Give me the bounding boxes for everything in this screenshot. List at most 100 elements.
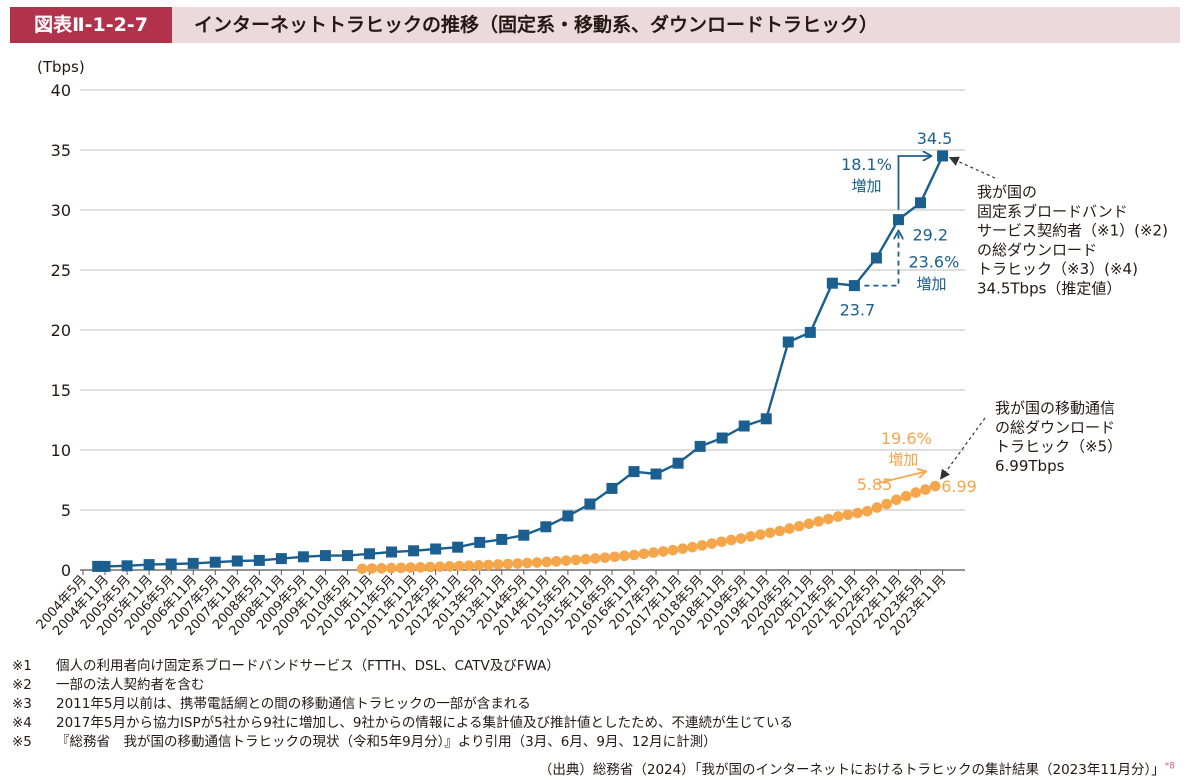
mobile-data-point — [764, 527, 776, 539]
mobile-series-line — [362, 484, 936, 570]
fixed-series-line — [97, 155, 944, 568]
mobile-data-point — [755, 529, 766, 540]
mobile-data-point — [463, 560, 475, 571]
y-tick-label: 15 — [51, 381, 71, 400]
fixed-growth-word: 増加 — [851, 177, 881, 195]
fixed-callout-line: 34.5Tbps（推定値） — [977, 280, 1121, 298]
fixed-growth-2022-arrow — [864, 232, 898, 287]
mobile-growth-word: 増加 — [888, 450, 918, 468]
mobile-data-point — [589, 553, 601, 564]
fixed-data-point — [364, 548, 376, 560]
mobile-callout-line: トラヒック（※5） — [995, 438, 1122, 456]
mobile-data-point — [609, 551, 620, 563]
fixed-data-point — [584, 498, 596, 510]
fixed-data-point — [716, 432, 728, 444]
footnote-text: 個人の利用者向け固定系ブロードバンドサービス（FTTH、DSL、CATV及びFW… — [56, 658, 560, 674]
mobile-data-point — [405, 562, 417, 573]
mobile-data-point — [784, 523, 795, 534]
mobile-data-point — [453, 560, 465, 572]
fixed-data-point — [518, 529, 530, 541]
mobile-data-point — [502, 558, 514, 570]
fixed-data-point — [297, 551, 309, 563]
footnote-mark: ※2 — [12, 677, 32, 693]
mobile-data-point — [570, 554, 582, 566]
footnote-4: ※4 2017年5月から協力ISPが5社から9社に増加し、9社からの情報による集計… — [12, 714, 793, 733]
footnote-mark: ※4 — [12, 715, 32, 731]
mobile-callout-line: 我が国の移動通信 — [995, 399, 1115, 417]
mobile-data-point — [910, 487, 922, 498]
fixed-data-point — [474, 536, 486, 548]
mobile-prev-year-value: 5.85 — [857, 475, 893, 494]
fixed-data-point — [672, 457, 684, 469]
y-tick-label: 30 — [51, 201, 71, 220]
fixed-latest-value: 34.5 — [917, 129, 953, 148]
mobile-data-point — [648, 547, 659, 558]
footnote-mark: ※1 — [12, 658, 32, 674]
mobile-data-point — [861, 505, 873, 517]
mobile-data-point — [386, 562, 397, 574]
mobile-data-point — [774, 525, 786, 537]
mobile-callout-line: 6.99Tbps — [995, 457, 1065, 475]
mobile-data-point — [512, 558, 523, 569]
fixed-data-point — [760, 413, 772, 425]
mobile-data-point — [521, 557, 533, 569]
figure-id: 図表Ⅱ-1-2-7 — [10, 7, 172, 43]
mobile-data-point — [803, 518, 815, 530]
fixed-2021-value: 23.7 — [840, 301, 876, 320]
fixed-callout-line: 固定系ブロードバンド — [977, 202, 1128, 220]
fixed-data-point — [187, 557, 199, 569]
mobile-growth-rate: 19.6% — [881, 429, 932, 448]
footnote-1: ※1 個人の利用者向け固定系ブロードバンドサービス（FTTH、DSL、CATV及び… — [12, 657, 793, 676]
mobile-callout-line: の総ダウンロード — [995, 418, 1115, 436]
mobile-data-point — [424, 561, 436, 573]
mobile-data-point — [793, 520, 805, 532]
mobile-data-point — [725, 534, 737, 546]
footnote-text: 『総務省 我が国の移動通信トラヒックの現状（令和5年9月分）』より引用（3月、6… — [56, 734, 717, 750]
mobile-data-point — [667, 544, 679, 556]
fixed-data-point — [341, 550, 353, 562]
fixed-prev-year-value: 29.2 — [912, 226, 948, 245]
footnote-5: ※5 『総務省 我が国の移動通信トラヒックの現状（令和5年9月分）』より引用（3月… — [12, 733, 793, 752]
mobile-data-point — [657, 546, 669, 557]
mobile-data-point — [842, 509, 854, 521]
footnote-mark: ※5 — [12, 734, 32, 750]
mobile-data-point — [376, 563, 387, 574]
fixed-growth-rate: 18.1% — [841, 155, 892, 174]
mobile-data-point — [444, 561, 455, 572]
fixed-data-point — [892, 214, 904, 226]
fixed-growth-2022-word: 増加 — [916, 275, 946, 293]
mobile-data-point — [920, 484, 931, 495]
fixed-data-point — [143, 559, 155, 571]
mobile-data-point — [745, 531, 756, 542]
mobile-data-point — [492, 559, 504, 570]
figure-title: インターネットトラヒックの推移（固定系・移動系、ダウンロードトラヒック） — [194, 14, 879, 36]
mobile-data-point — [551, 556, 562, 567]
fixed-data-point — [231, 555, 243, 567]
fixed-data-point — [275, 553, 287, 565]
mobile-data-point — [599, 552, 611, 563]
mobile-data-point — [871, 502, 883, 513]
y-tick-label: 0 — [61, 561, 71, 580]
mobile-data-point — [541, 556, 553, 568]
fixed-data-point — [782, 336, 794, 348]
mobile-data-point — [531, 557, 543, 568]
footnote-mark: ※3 — [12, 696, 32, 712]
mobile-data-point — [716, 536, 727, 548]
mobile-data-point — [929, 480, 941, 492]
mobile-data-point — [891, 494, 902, 506]
fixed-data-point — [408, 545, 420, 557]
y-tick-label: 10 — [51, 441, 71, 460]
fixed-data-point — [562, 510, 574, 522]
mobile-data-point — [823, 513, 834, 525]
mobile-data-point — [434, 561, 446, 572]
mobile-data-point — [356, 563, 368, 575]
source-text: （出典）総務省（2024）「我が国のインターネットにおけるトラヒックの集計結果（… — [538, 762, 1165, 778]
fixed-data-point — [99, 560, 111, 572]
fixed-data-point — [319, 550, 331, 562]
mobile-data-point — [473, 560, 485, 571]
source-ref: *8 — [1164, 761, 1175, 772]
mobile-data-point — [696, 540, 708, 551]
y-tick-label: 40 — [51, 81, 71, 100]
fixed-data-point — [452, 541, 464, 553]
footnote-2: ※2 一部の法人契約者を含む — [12, 676, 793, 695]
